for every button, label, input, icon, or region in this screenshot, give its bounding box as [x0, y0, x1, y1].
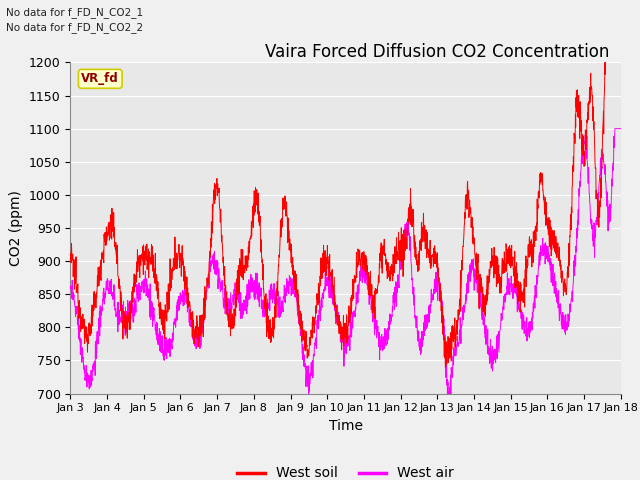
Legend: West soil, West air: West soil, West air: [232, 461, 460, 480]
Text: Vaira Forced Diffusion CO2 Concentration: Vaira Forced Diffusion CO2 Concentration: [266, 43, 610, 61]
X-axis label: Time: Time: [328, 419, 363, 433]
Text: VR_fd: VR_fd: [81, 72, 119, 85]
Y-axis label: CO2 (ppm): CO2 (ppm): [9, 190, 23, 266]
Text: No data for f_FD_N_CO2_2: No data for f_FD_N_CO2_2: [6, 22, 143, 33]
Text: No data for f_FD_N_CO2_1: No data for f_FD_N_CO2_1: [6, 7, 143, 18]
